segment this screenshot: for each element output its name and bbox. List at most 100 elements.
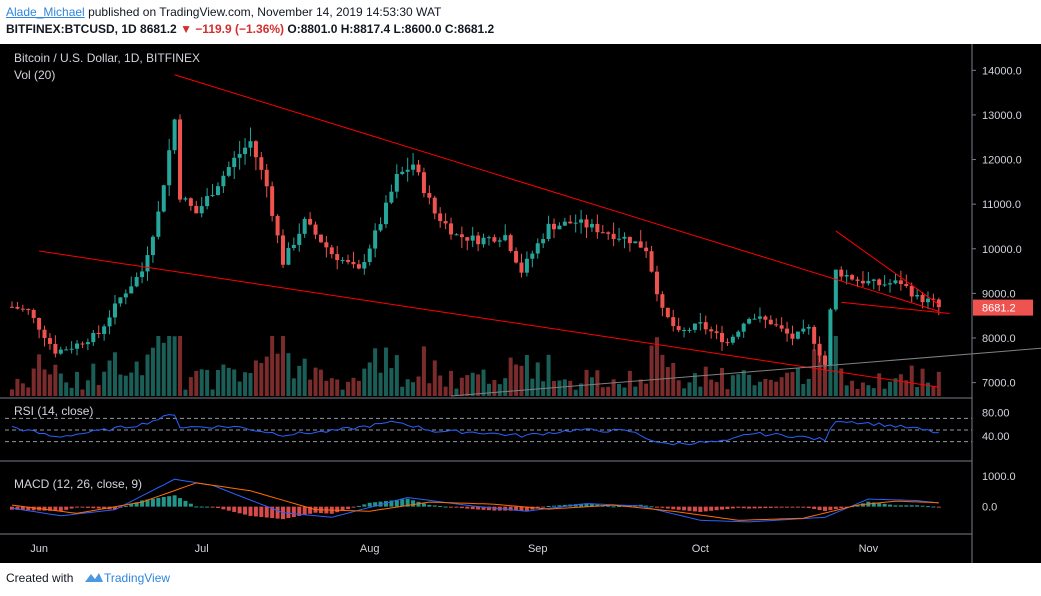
candle-body (682, 330, 687, 332)
macd-histogram-bar (698, 506, 703, 512)
macd-histogram-bar (85, 506, 90, 508)
candle-body (584, 219, 589, 228)
candle-body (546, 223, 551, 239)
macd-histogram-bar (481, 506, 486, 510)
candles[interactable] (10, 114, 941, 371)
candle-body (665, 307, 670, 318)
macd-histogram-bar (112, 506, 117, 510)
chart-area[interactable]: 14000.0 13000.0 12000.0 11000.0 10000.0 9000.… (0, 44, 1041, 563)
symbol-label: BITFINEX:BTCUSD, 1D (6, 22, 137, 36)
macd-histogram-bar (665, 506, 670, 509)
publish-info: Alade_Michael published on TradingView.c… (6, 5, 441, 19)
candle-body (806, 326, 811, 329)
volume-bar (579, 383, 584, 396)
last-price: 8681.2 (140, 22, 177, 36)
volume-bar (606, 386, 611, 396)
volume-bar (508, 357, 513, 396)
price-change: −119.9 (−1.36%) (195, 22, 285, 36)
volume-bar (394, 355, 399, 396)
volume-bar (112, 352, 117, 396)
close-value: C:8681.2 (444, 22, 495, 36)
volume-bar (492, 380, 497, 396)
time-tick-label: Aug (360, 543, 380, 555)
macd-histogram-bar (476, 506, 481, 510)
macd-histogram-bar (730, 506, 735, 509)
macd-histogram-bar (687, 506, 692, 511)
candle-body (145, 255, 150, 272)
volume-bar (232, 369, 237, 396)
volume-bar (823, 365, 827, 396)
volume-bar (600, 387, 605, 396)
macd-histogram-bar (785, 506, 790, 508)
volume-bar (920, 368, 925, 396)
candle-body (720, 332, 725, 343)
axes: 14000.0 13000.0 12000.0 11000.0 10000.0 9000.… (30, 44, 1033, 563)
macd-histogram-bar (167, 496, 172, 507)
candle-body (850, 275, 855, 280)
volume-bar (308, 379, 313, 396)
candle-body (389, 191, 394, 203)
macd-histogram-bar (427, 504, 432, 507)
tradingview-brand-link[interactable]: TradingView (104, 571, 171, 585)
author-link[interactable]: Alade_Michael (6, 5, 85, 19)
volume-bar (367, 362, 372, 396)
candle-body (562, 221, 567, 226)
volume-bar (888, 381, 893, 396)
candle-body (595, 223, 600, 233)
candle-body (20, 308, 25, 310)
candle-body (275, 215, 280, 236)
macd-histogram-bar (703, 506, 708, 512)
last-price-tag (973, 299, 1033, 316)
macd-histogram-bar (644, 505, 649, 507)
macd-histogram-bar (102, 506, 107, 509)
candle-body (346, 260, 351, 262)
volume-bar (205, 369, 210, 396)
price-tick-label: 7000.0 (982, 378, 1016, 390)
macd-line (11, 478, 939, 523)
volume-bar (75, 371, 80, 396)
macd-histogram-bar (264, 506, 269, 518)
volume-bar (432, 360, 437, 396)
candle-body (888, 283, 893, 285)
price-tick-label: 13000.0 (982, 110, 1022, 122)
tradingview-logo-icon[interactable] (84, 570, 104, 584)
chart-svg[interactable]: 14000.0 13000.0 12000.0 11000.0 10000.0 9000.… (0, 44, 1041, 563)
macd-histogram-bar (915, 505, 920, 507)
candle-body (606, 232, 611, 234)
volume-bar (925, 382, 930, 396)
candle-body (936, 299, 941, 308)
volume-bar (882, 388, 887, 396)
volume-bar (535, 362, 540, 396)
candle-body (497, 240, 502, 242)
volume-bar (58, 373, 63, 396)
volume-bar (459, 377, 464, 396)
candle-body (860, 280, 865, 284)
candle-body (909, 285, 914, 297)
macd-histogram-bar (286, 506, 291, 519)
macd-histogram-bar (725, 506, 730, 510)
volume-bar (524, 354, 529, 396)
candle-body (730, 336, 735, 343)
candle-body (465, 237, 470, 241)
volume-bar (812, 349, 817, 396)
candle-body (302, 218, 307, 234)
trendline-upper-channel (174, 74, 939, 312)
volume-bar (649, 345, 654, 396)
volume-bar (26, 387, 31, 396)
macd-histogram-bar (188, 503, 193, 507)
candle-body (882, 284, 887, 286)
trendlines[interactable] (39, 74, 1041, 397)
candle-body (129, 286, 134, 294)
macd-histogram-bar (449, 506, 454, 508)
macd-histogram-bar (123, 505, 128, 507)
candle-body (405, 169, 410, 172)
macd-histogram-bar (774, 506, 779, 508)
candle-body (915, 294, 920, 297)
volume-bar (215, 370, 220, 396)
macd-histogram-bar (817, 506, 822, 510)
macd-histogram-bar (172, 495, 177, 507)
macd-histogram-bar (411, 500, 416, 507)
candle-body (524, 258, 529, 273)
macd-histogram-bar (302, 506, 307, 515)
candle-body (747, 318, 752, 324)
